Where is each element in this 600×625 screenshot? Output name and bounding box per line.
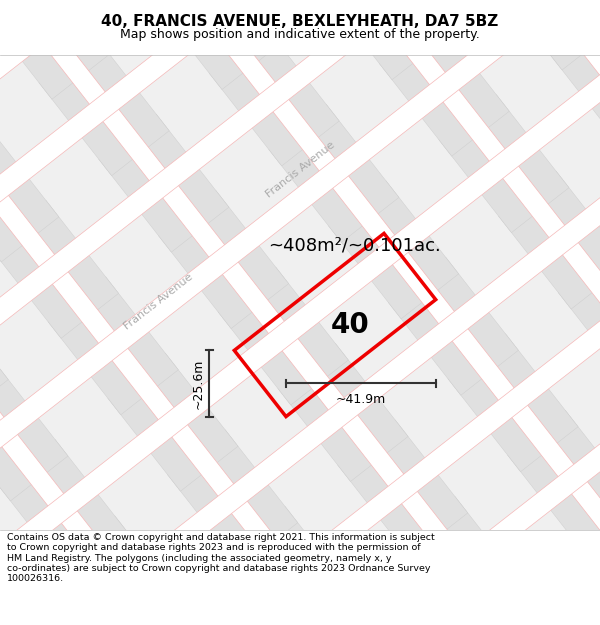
Polygon shape [57, 516, 187, 625]
Polygon shape [338, 420, 468, 558]
Polygon shape [0, 0, 50, 23]
Polygon shape [89, 0, 220, 13]
Polygon shape [0, 0, 600, 324]
Polygon shape [307, 0, 600, 594]
Polygon shape [0, 124, 59, 262]
Polygon shape [278, 344, 408, 481]
Polygon shape [0, 0, 561, 625]
Polygon shape [379, 18, 509, 156]
Polygon shape [0, 0, 600, 477]
Polygon shape [490, 0, 600, 70]
Polygon shape [149, 0, 280, 89]
Polygon shape [0, 0, 109, 99]
Polygon shape [558, 248, 600, 386]
Polygon shape [48, 277, 178, 415]
Polygon shape [209, 28, 339, 166]
Polygon shape [99, 114, 229, 252]
Polygon shape [568, 487, 600, 624]
Text: 40: 40 [331, 311, 370, 339]
Polygon shape [269, 104, 399, 242]
Polygon shape [0, 526, 17, 625]
Polygon shape [0, 439, 128, 578]
Polygon shape [227, 506, 358, 625]
Polygon shape [448, 334, 578, 472]
Polygon shape [388, 258, 518, 395]
Polygon shape [0, 363, 68, 501]
Text: ~408m²/~0.101ac.: ~408m²/~0.101ac. [269, 236, 442, 254]
Polygon shape [0, 299, 600, 625]
Polygon shape [117, 592, 247, 625]
Polygon shape [0, 146, 600, 625]
Polygon shape [319, 0, 449, 80]
Text: Francis Avenue: Francis Avenue [263, 140, 337, 200]
Polygon shape [0, 0, 600, 401]
Polygon shape [0, 0, 600, 554]
Polygon shape [508, 410, 600, 548]
Polygon shape [260, 0, 390, 3]
Polygon shape [158, 191, 289, 329]
Polygon shape [457, 573, 587, 625]
Polygon shape [108, 353, 238, 491]
Polygon shape [0, 69, 600, 625]
Polygon shape [328, 181, 458, 319]
Polygon shape [0, 222, 600, 625]
Text: Map shows position and indicative extent of the property.: Map shows position and indicative extent… [120, 28, 480, 41]
Polygon shape [549, 9, 600, 146]
Text: ~25.6m: ~25.6m [191, 358, 204, 409]
Polygon shape [499, 171, 600, 309]
Polygon shape [167, 430, 298, 568]
Text: 40, FRANCIS AVENUE, BEXLEYHEATH, DA7 5BZ: 40, FRANCIS AVENUE, BEXLEYHEATH, DA7 5BZ [101, 14, 499, 29]
Text: Francis Avenue: Francis Avenue [122, 272, 194, 332]
Polygon shape [287, 582, 417, 625]
Polygon shape [218, 267, 349, 405]
Text: ~41.9m: ~41.9m [336, 393, 386, 406]
Polygon shape [0, 0, 451, 625]
Polygon shape [0, 201, 119, 338]
Polygon shape [39, 38, 169, 176]
Polygon shape [0, 287, 8, 424]
Polygon shape [86, 0, 600, 625]
Polygon shape [439, 95, 569, 232]
Polygon shape [397, 496, 527, 625]
Polygon shape [197, 0, 600, 625]
Polygon shape [0, 0, 340, 625]
Text: Contains OS data © Crown copyright and database right 2021. This information is : Contains OS data © Crown copyright and d… [7, 533, 435, 584]
Polygon shape [0, 602, 77, 625]
